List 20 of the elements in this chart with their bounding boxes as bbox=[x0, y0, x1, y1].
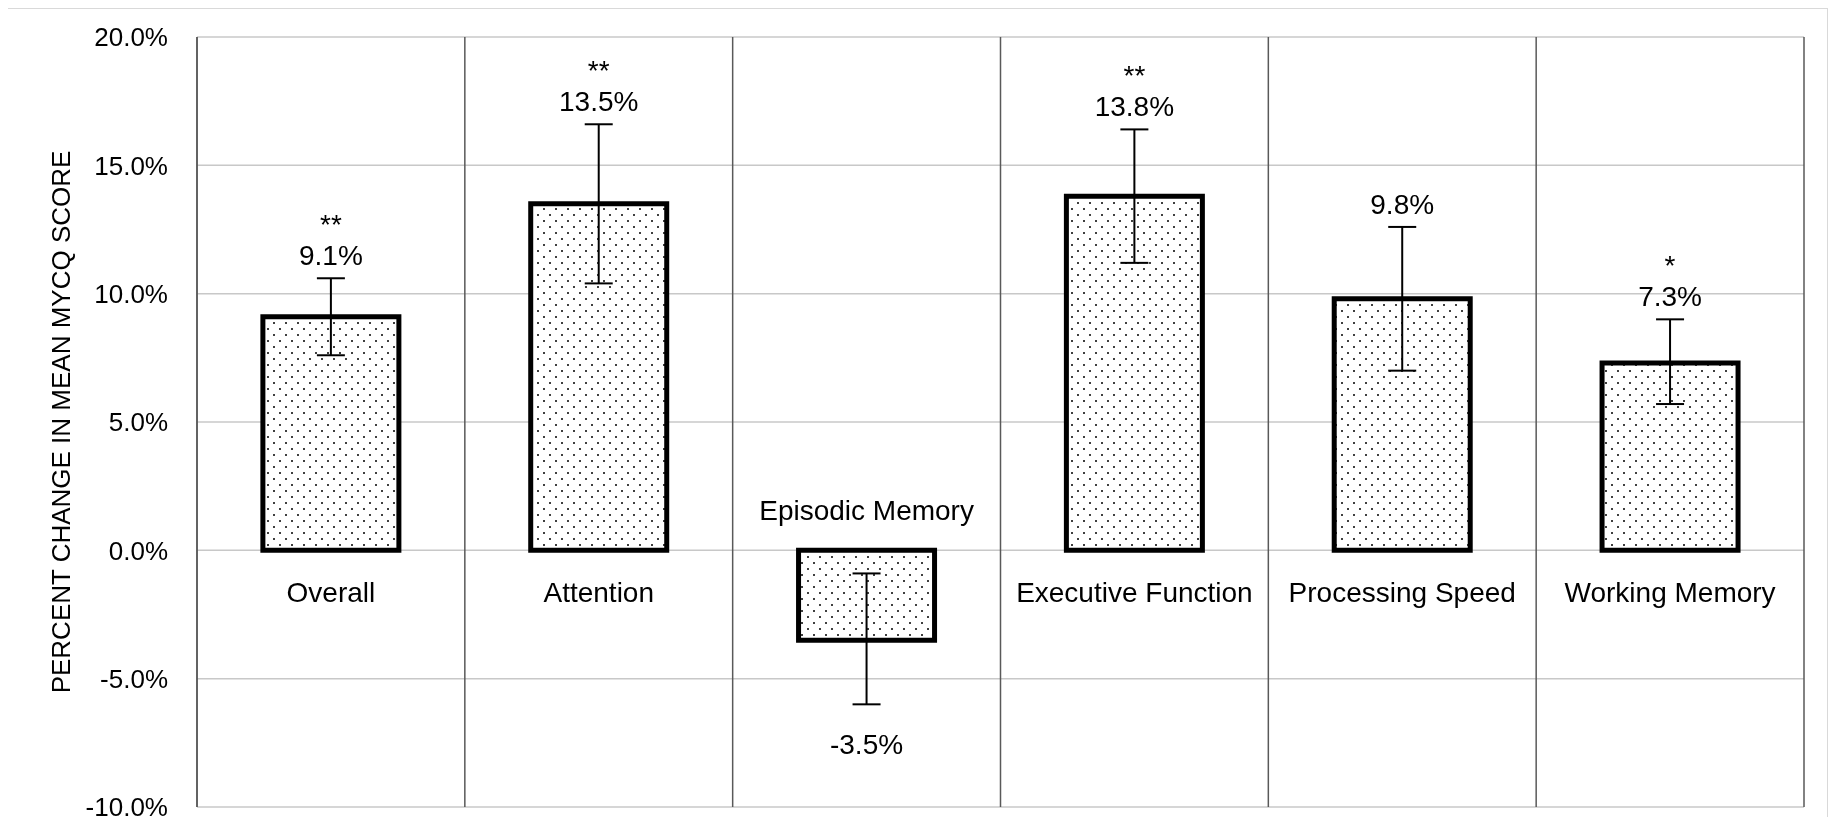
y-tick-label: -10.0% bbox=[85, 792, 168, 823]
y-tick-label: 20.0% bbox=[94, 22, 168, 53]
y-tick-label: 10.0% bbox=[94, 278, 168, 309]
data-label: * 7.3% bbox=[1638, 249, 1702, 312]
data-label: 9.8% bbox=[1370, 188, 1435, 220]
x-tick-label: Overall bbox=[286, 576, 376, 608]
y-tick-label: 15.0% bbox=[94, 150, 168, 181]
data-label: ** 9.1% bbox=[298, 208, 363, 271]
data-label: ** 13.5% bbox=[559, 54, 639, 117]
x-tick-label: Working Memory bbox=[1564, 576, 1776, 608]
y-tick-label: 5.0% bbox=[108, 407, 168, 438]
y-axis-title: PERCENT CHANGE IN MEAN MYCQ SCORE bbox=[46, 150, 76, 694]
x-tick-label: Attention bbox=[543, 576, 655, 608]
y-tick-label: -5.0% bbox=[100, 663, 168, 694]
x-tick-label: Executive Function bbox=[1016, 576, 1253, 608]
y-tick-label: 0.0% bbox=[108, 535, 168, 566]
data-label: ** 13.8% bbox=[1094, 59, 1175, 122]
x-tick-label: Episodic Memory bbox=[759, 494, 974, 526]
data-label: -3.5% bbox=[829, 728, 904, 760]
x-tick-label: Processing Speed bbox=[1288, 576, 1516, 608]
